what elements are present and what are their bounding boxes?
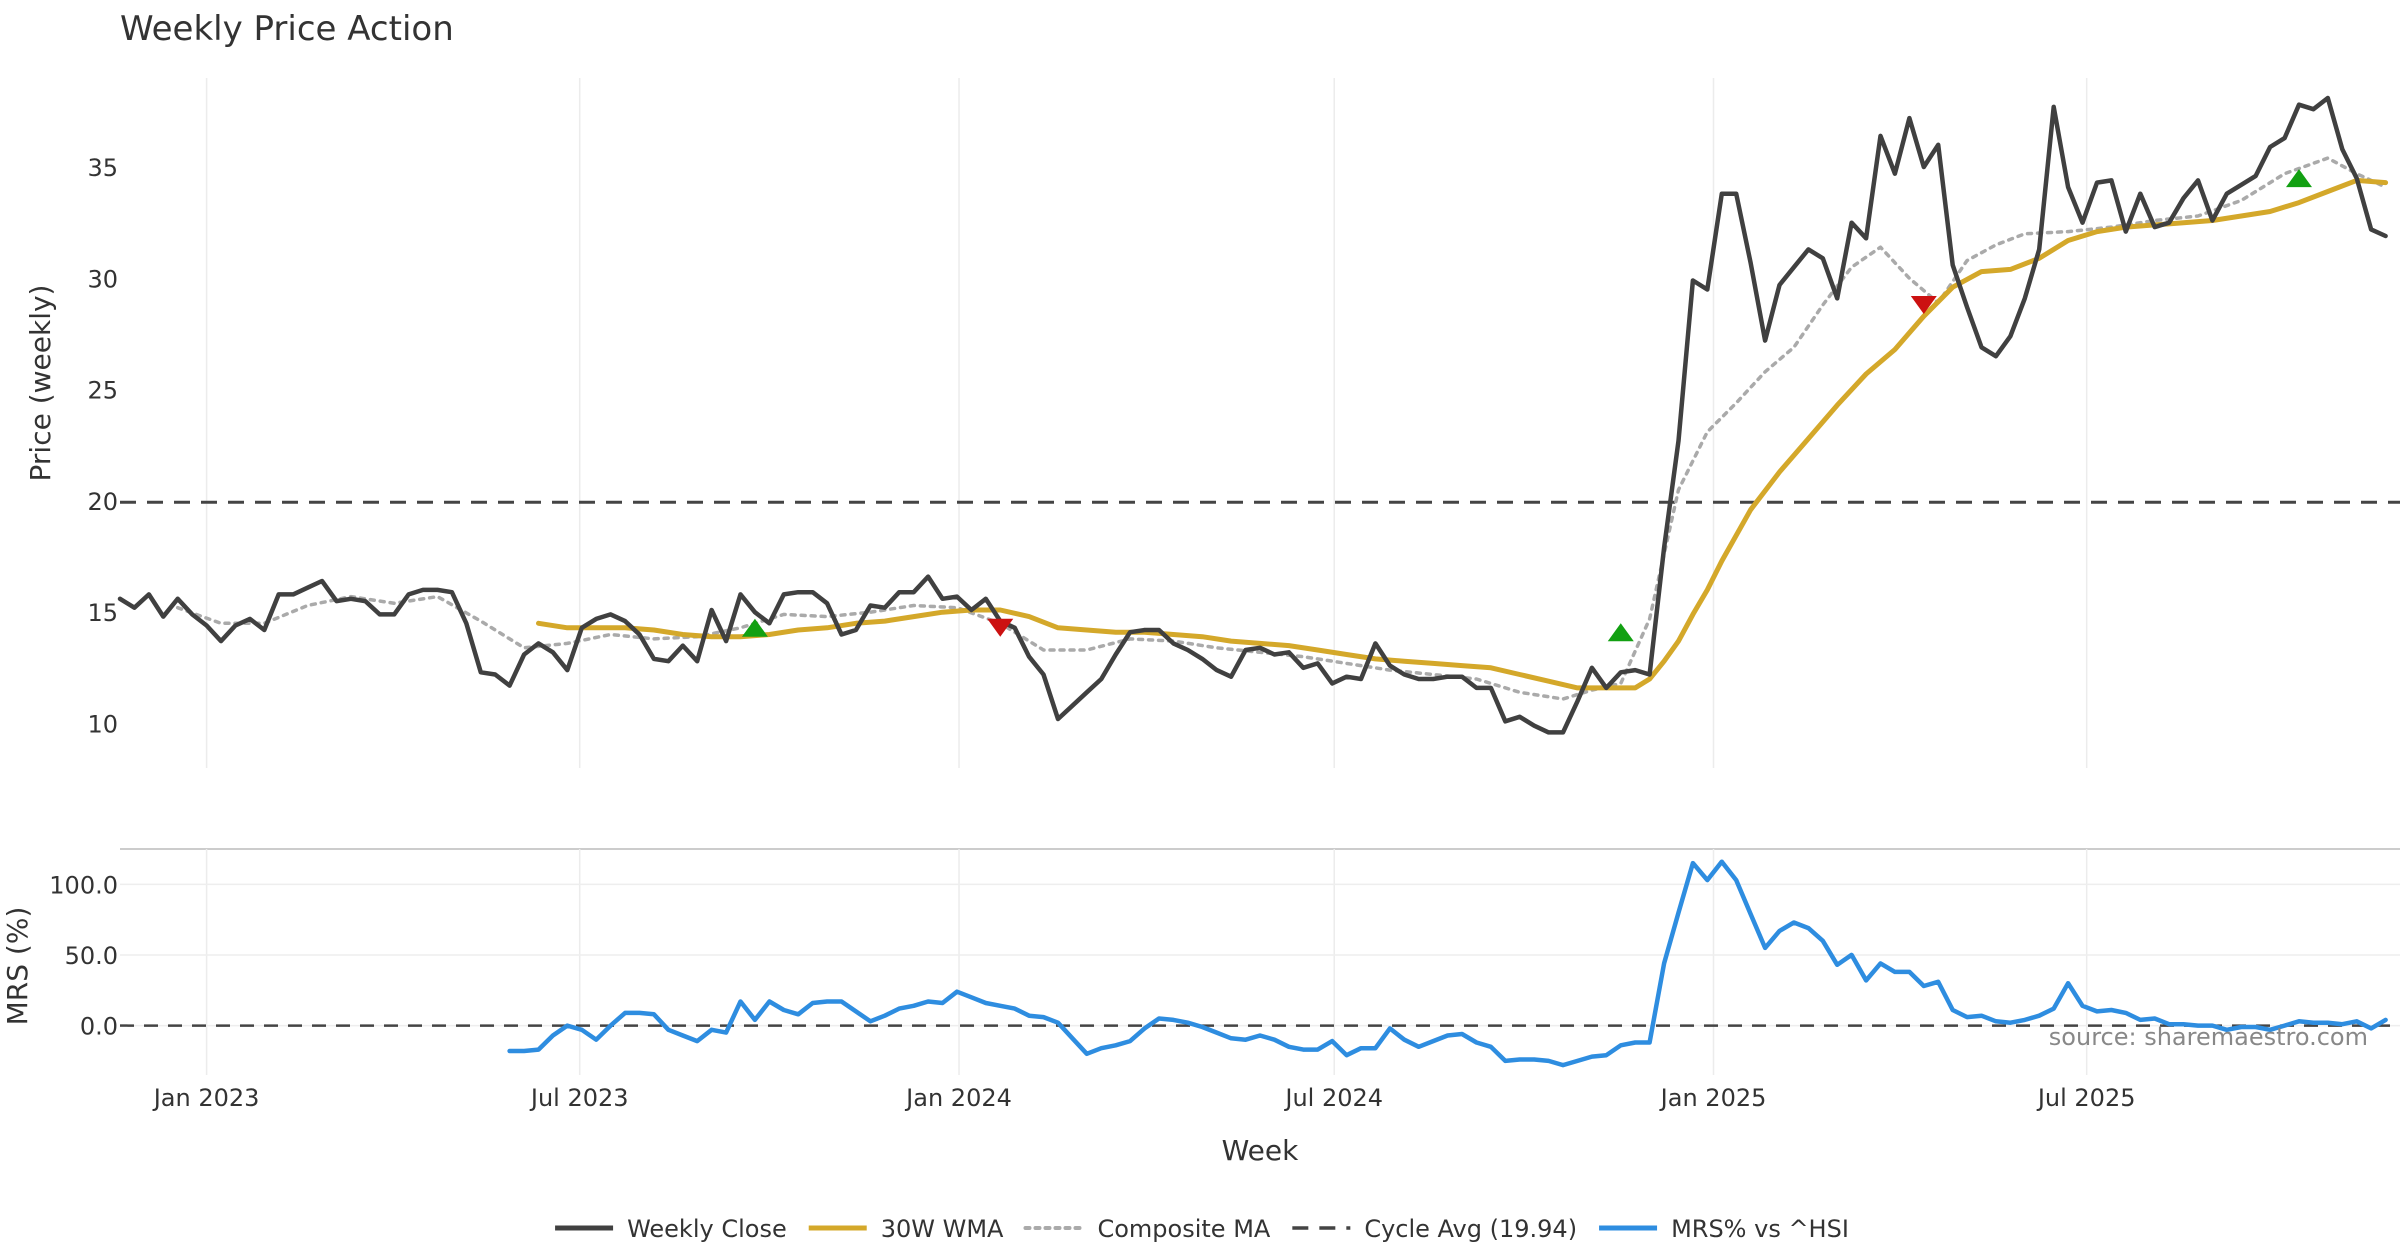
trade-signals [741, 169, 2312, 642]
legend-label: 30W WMA [881, 1215, 1004, 1243]
price-y-ticks: 10 15 20 25 30 35 [87, 154, 118, 738]
x-tick-label: Jul 2024 [1283, 1084, 1383, 1112]
sell-signal-marker [1910, 296, 1937, 315]
mrs-y-axis-label: MRS (%) [1, 907, 34, 1026]
price-y-tick-label: 25 [87, 377, 118, 405]
mrs-line [507, 859, 2388, 1068]
legend: Weekly Close 30W WMA Composite MA Cycle Avg… [555, 1215, 1849, 1243]
price-y-axis-label: Price (weekly) [24, 285, 57, 482]
x-tick-label: Jul 2025 [2036, 1084, 2136, 1112]
30w-wma-line [536, 177, 2389, 691]
weekly-close-line [117, 95, 2388, 735]
buy-signal-marker [741, 618, 768, 637]
price-y-tick-label: 10 [87, 710, 118, 738]
price-panel: 10 15 20 25 30 35 Price (weekly) [24, 78, 2400, 768]
price-y-tick-label: 20 [87, 488, 118, 516]
legend-label: Cycle Avg (19.94) [1364, 1215, 1577, 1243]
x-tick-label: Jan 2024 [904, 1084, 1012, 1112]
composite-ma-line [175, 156, 2388, 701]
x-tick-label: Jan 2023 [152, 1084, 260, 1112]
x-axis-ticks: Jan 2023 Jul 2023 Jan 2024 Jul 2024 Jan 2025… [152, 1084, 2136, 1112]
sell-signal-marker [987, 618, 1014, 637]
x-tick-label: Jan 2025 [1659, 1084, 1767, 1112]
chart-title: Weekly Price Action [120, 9, 454, 49]
mrs-series [120, 859, 2400, 1068]
legend-label: MRS% vs ^HSI [1671, 1215, 1849, 1243]
mrs-y-tick-label: 0.0 [80, 1013, 118, 1041]
price-series [117, 95, 2400, 735]
buy-signal-marker [1607, 623, 1634, 642]
legend-label: Weekly Close [627, 1215, 787, 1243]
mrs-y-tick-label: 100.0 [49, 871, 118, 899]
mrs-y-tick-label: 50.0 [65, 942, 118, 970]
legend-label: Composite MA [1097, 1215, 1270, 1243]
mrs-y-ticks: 0.0 50.0 100.0 [49, 871, 118, 1040]
x-axis-label: Week [1222, 1134, 1299, 1167]
source-note: source: sharemaestro.com [2049, 1023, 2368, 1051]
price-y-tick-label: 15 [87, 599, 118, 627]
price-y-tick-label: 35 [87, 154, 118, 182]
buy-signal-marker [2285, 169, 2312, 188]
mrs-panel: 0.0 50.0 100.0 MRS (%) source: sharemaestr… [1, 848, 2400, 1075]
x-tick-label: Jul 2023 [529, 1084, 629, 1112]
price-gridlines [205, 78, 2088, 768]
price-y-tick-label: 30 [87, 265, 118, 293]
